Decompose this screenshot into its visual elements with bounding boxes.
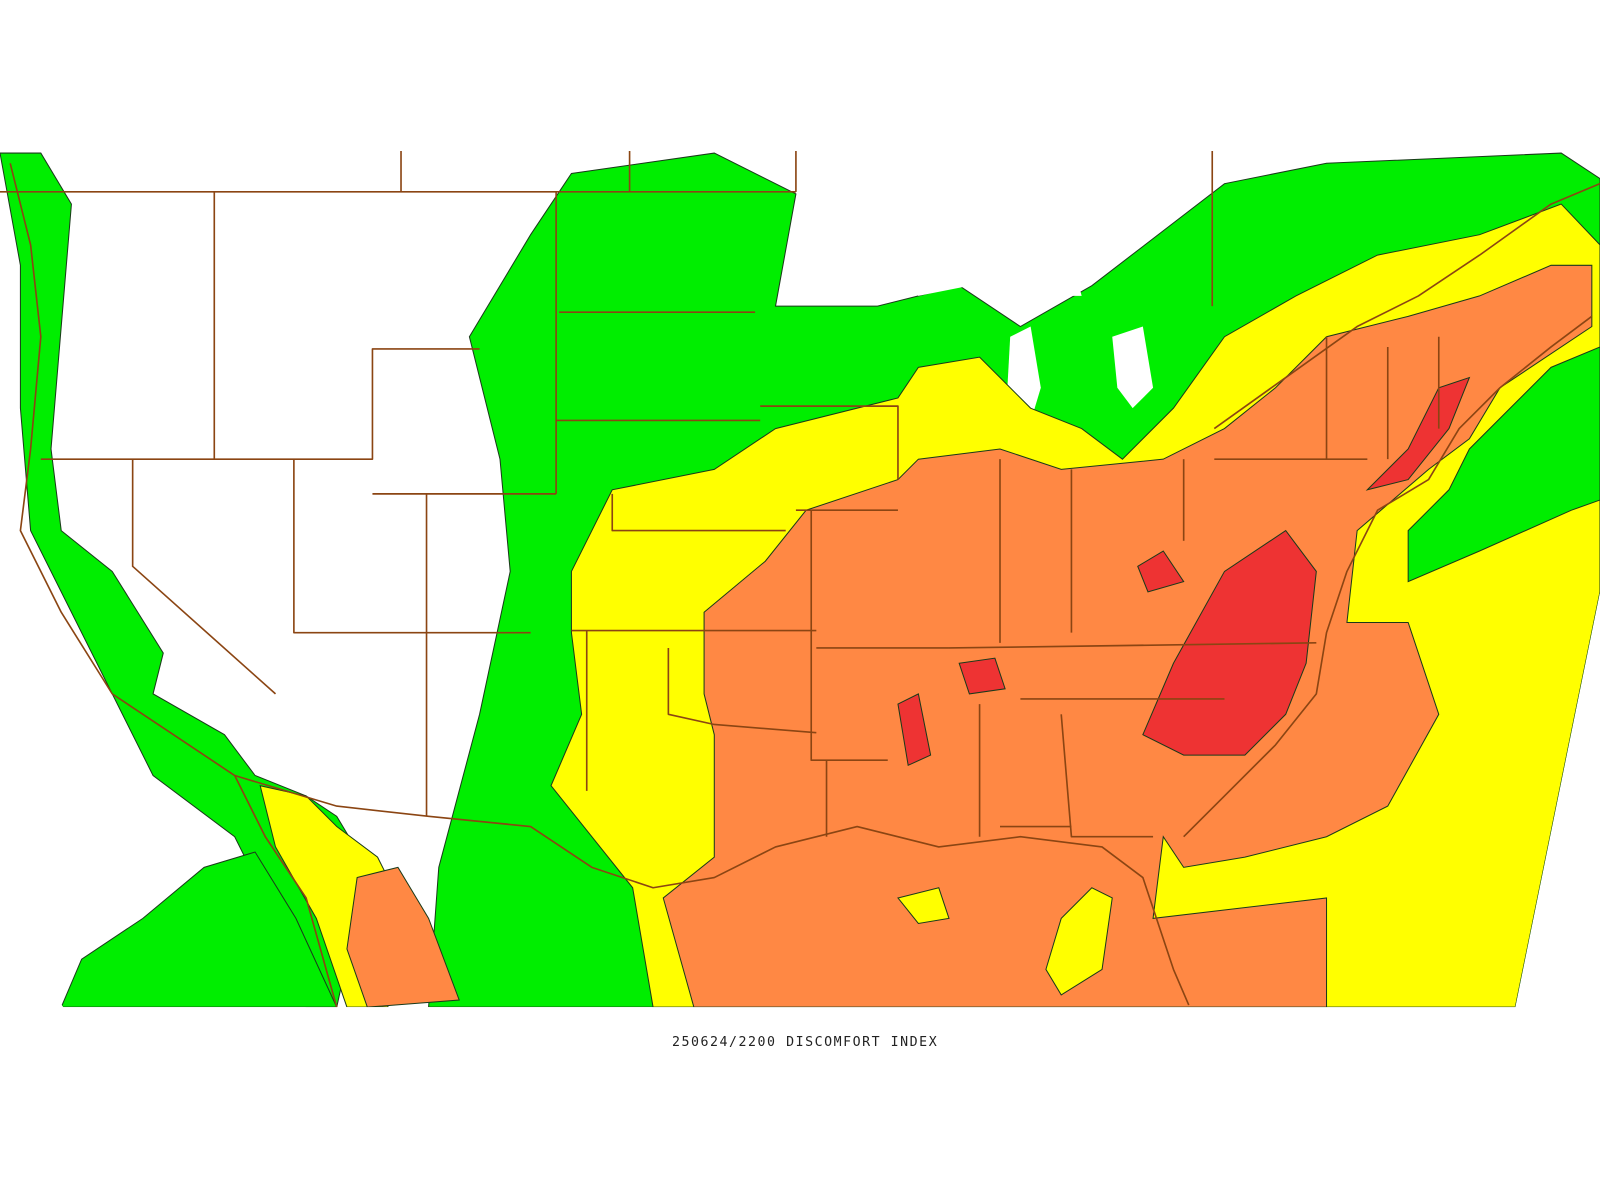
lake — [877, 198, 1082, 296]
red-zone — [958, 657, 1006, 695]
map-fields — [0, 151, 1600, 1008]
orange-zone — [662, 264, 1593, 1008]
red-zone — [897, 693, 932, 767]
orange-zone — [346, 866, 460, 1008]
green-zone — [60, 851, 338, 1008]
caption: 250624/2200 DISCOMFORT INDEX — [672, 1035, 938, 1050]
red-zone — [1137, 550, 1185, 593]
yellow-zone — [1045, 887, 1113, 996]
yellow-zone — [897, 887, 950, 925]
state-borders — [0, 151, 1600, 1008]
red-zone — [1365, 376, 1471, 491]
lake — [1112, 326, 1154, 409]
